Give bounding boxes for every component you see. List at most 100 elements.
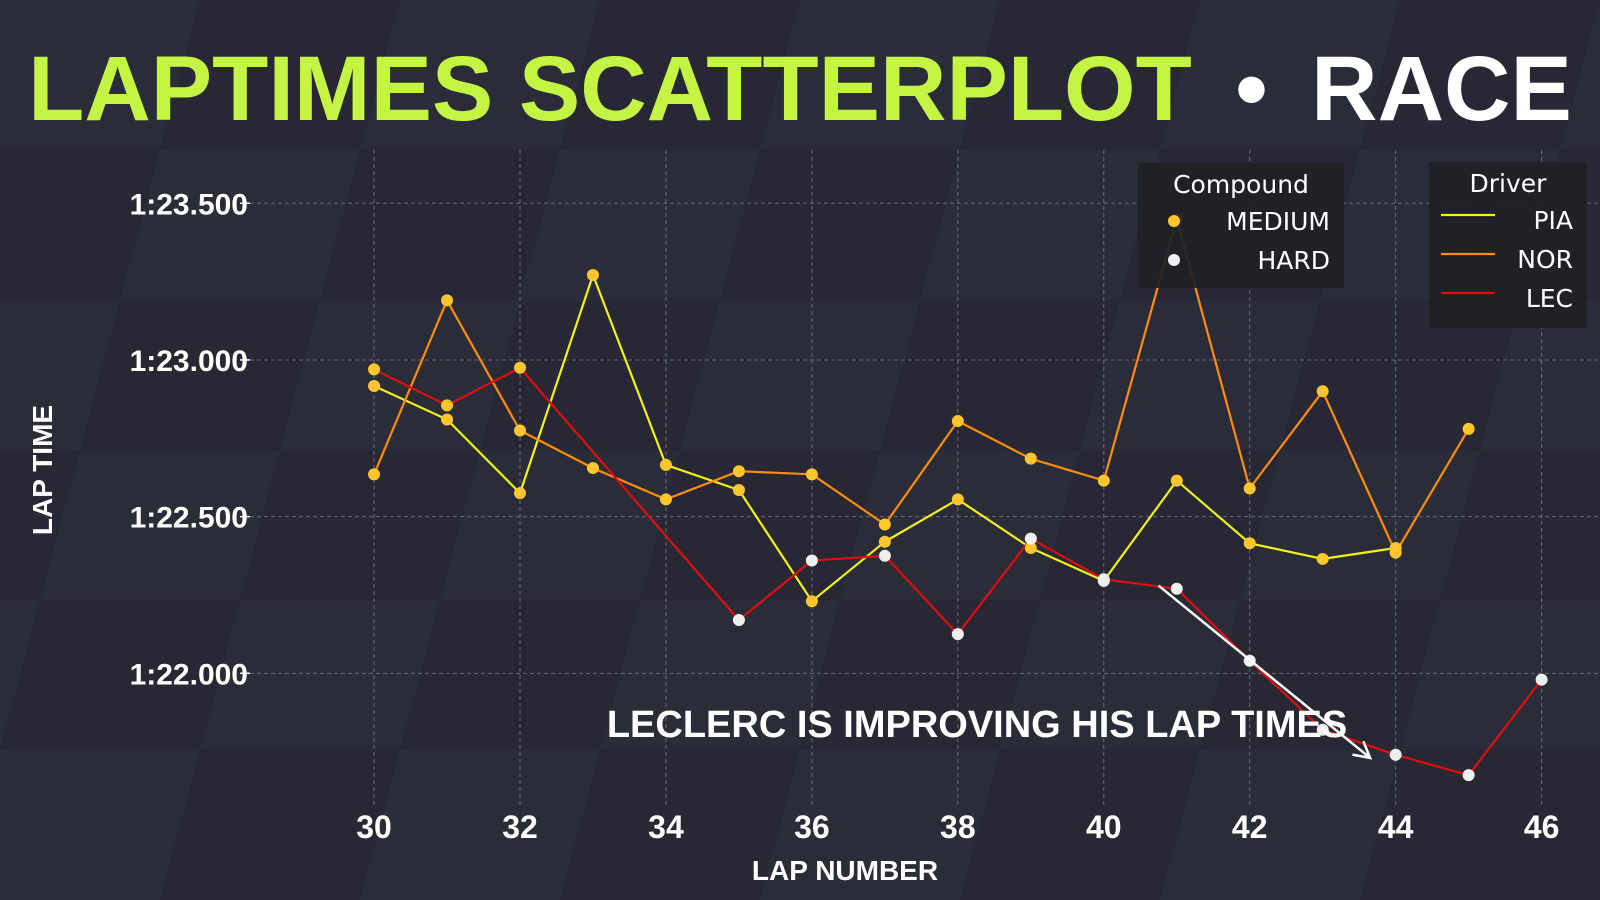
background-tile [40,450,280,600]
data-point-pia [514,487,526,500]
data-point-lec [441,399,454,412]
background-tile [520,150,760,300]
background-tile [760,0,1000,150]
background-tile [920,150,1160,300]
background-tile [1000,600,1240,750]
y-tick-label: 1:23.500 [130,188,248,221]
data-point-nor [805,468,818,481]
y-axis-label: LAP TIME [27,405,58,535]
data-point-pia [1243,537,1256,550]
background-tile [1160,0,1400,150]
x-tick-label: 38 [940,809,976,845]
background-tile [360,0,600,150]
x-axis-ticks: 30 32 34 36 38 40 42 44 46 [356,809,1559,845]
annotation-arrow-head [1352,740,1373,760]
data-point-pia [659,458,672,471]
series-points [368,212,1548,782]
x-tick-label: 30 [356,809,392,845]
y-tick-label: 1:22.500 [130,502,248,535]
data-point-lec [1389,748,1402,761]
background-tile [280,300,520,450]
data-point-pia [1024,541,1037,554]
chart-title-sub: RACE [1311,38,1572,140]
legend-marker [1168,215,1180,227]
data-point-pia [732,484,745,496]
annotation-text: LECLERC IS IMPROVING HIS LAP TIMES [607,704,1347,746]
legend-label: HARD [1257,246,1330,275]
legend-title: Driver [1470,169,1548,198]
x-axis-label: LAP NUMBER [752,855,938,886]
legend-label: PIA [1533,206,1573,235]
x-tick-label: 36 [794,809,830,845]
data-point-lec [951,628,964,641]
x-tick-label: 42 [1232,809,1268,845]
background-tile [1560,0,1600,150]
data-point-lec [1316,723,1329,736]
x-tick-label: 40 [1086,809,1122,845]
background-tile [1240,450,1480,600]
data-point-nor [732,465,745,478]
x-tick-label: 34 [648,809,684,845]
background-tile [0,0,200,150]
data-point-nor [368,468,381,481]
data-point-lec [1097,573,1110,586]
x-tick-label: 46 [1524,809,1560,845]
data-point-lec [732,614,745,627]
data-point-nor [1389,546,1402,559]
background-tile [760,750,1000,900]
y-axis-ticks: 1:22.000 1:22.500 1:23.000 1:23.500 [130,188,250,691]
legend-label: NOR [1517,245,1573,274]
background-tile [1160,750,1400,900]
data-point-nor [951,415,964,428]
data-point-pia [951,493,964,506]
x-tick-label: 32 [502,809,538,845]
data-point-nor [659,493,672,506]
legend-marker [1168,254,1180,266]
legend-compound: Compound MEDIUM HARD [1138,163,1344,288]
background-tile [1080,300,1320,450]
annotation-arrow-shaft [1157,584,1371,759]
x-tick-label: 44 [1378,809,1414,845]
data-point-lec [805,554,818,567]
legend-box [1429,162,1587,328]
legend-driver: Driver PIA NOR LEC [1429,162,1587,328]
annotation-arrow [1157,584,1373,760]
data-point-nor [1462,422,1475,435]
background-tile [440,450,680,600]
background-tile [0,300,120,450]
background-tile [680,300,920,450]
grid [250,150,1600,805]
data-point-nor [514,424,526,437]
data-point-nor [1243,482,1256,495]
background-tile [840,450,1080,600]
chart-title: LAPTIMES SCATTERPLOT • RACE [28,38,1572,140]
background-tile [120,150,360,300]
data-point-nor [586,462,599,475]
data-point-lec [1024,532,1037,545]
data-point-pia [368,379,381,392]
chart-title-main: LAPTIMES SCATTERPLOT [28,38,1192,140]
data-point-nor [441,294,454,307]
data-point-lec [878,549,891,562]
background-tile [1400,600,1600,750]
legend-label: LEC [1526,284,1573,313]
data-point-nor [1316,385,1329,398]
legends: Compound MEDIUM HARD Driver PIA NOR LEC [1138,162,1587,328]
y-tick-label: 1:22.000 [130,658,248,691]
legend-title: Compound [1173,170,1309,199]
data-point-lec [1170,582,1183,595]
data-point-pia [805,595,818,608]
background-tile [0,600,40,750]
data-point-nor [1097,474,1110,487]
data-point-nor [1024,452,1037,465]
data-point-pia [1170,474,1183,487]
background-tile [0,750,200,900]
background-tile [600,600,840,750]
y-tick-label: 1:23.000 [130,345,248,378]
data-point-nor [878,518,891,531]
legend-label: MEDIUM [1226,207,1330,236]
data-point-lec [368,363,381,376]
background-tile [200,600,440,750]
